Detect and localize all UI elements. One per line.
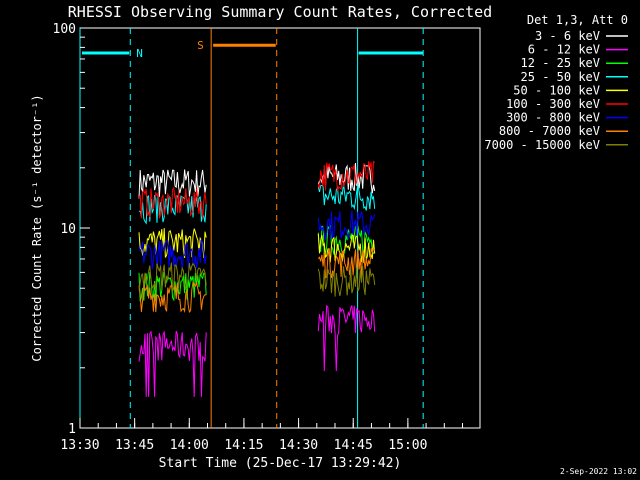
x-tick-label: 14:45 xyxy=(334,438,373,453)
x-tick-label: 13:30 xyxy=(60,438,99,453)
x-tick-label: 14:00 xyxy=(170,438,209,453)
x-tick-label: 14:30 xyxy=(279,438,318,453)
series-trace xyxy=(138,238,207,270)
series-trace xyxy=(317,183,376,211)
legend-label: 50 - 100 keV xyxy=(513,83,600,97)
series-trace xyxy=(317,233,376,264)
y-tick-label: 100 xyxy=(53,22,76,37)
y-tick-label: 1 xyxy=(68,422,76,437)
x-axis-label: Start Time (25-Dec-17 13:29:42) xyxy=(159,456,402,471)
footer-timestamp: 2-Sep-2022 13:02 xyxy=(560,467,637,476)
annotation-label: S xyxy=(197,39,204,52)
y-axis: 1 10 100 xyxy=(53,22,90,437)
x-axis: 13:30 13:45 14:00 14:15 14:30 14:45 15:00 xyxy=(60,418,464,453)
series-layer xyxy=(138,160,376,397)
series-trace xyxy=(317,266,376,297)
series-trace xyxy=(138,186,207,219)
series-trace xyxy=(138,169,207,199)
legend-label: 25 - 50 keV xyxy=(521,70,600,84)
series-trace xyxy=(138,262,207,291)
y-tick-label: 10 xyxy=(60,222,76,237)
legend-label: 7000 - 15000 keV xyxy=(484,138,600,152)
legend-label: 100 - 300 keV xyxy=(506,97,600,111)
chart-title: RHESSI Observing Summary Count Rates, Co… xyxy=(68,3,492,21)
legend-label: 12 - 25 keV xyxy=(521,56,600,70)
annotation-label: N xyxy=(136,47,143,60)
legend-label: 3 - 6 keV xyxy=(535,29,600,43)
x-tick-label: 13:45 xyxy=(115,438,154,453)
x-tick-label: 15:00 xyxy=(388,438,427,453)
series-trace xyxy=(317,304,376,372)
series-trace xyxy=(138,228,207,259)
plot-frame xyxy=(79,27,481,429)
legend-title: Det 1,3, Att 0 xyxy=(527,13,628,27)
y-axis-label: Corrected Count Rate (s⁻¹ detector⁻¹) xyxy=(30,94,44,361)
x-tick-label: 14:15 xyxy=(224,438,263,453)
legend-label: 800 - 7000 keV xyxy=(499,124,600,138)
series-trace xyxy=(138,330,207,397)
series-trace xyxy=(317,224,375,255)
annotations-layer: NS xyxy=(79,28,424,428)
series-trace xyxy=(317,160,376,192)
series-trace xyxy=(317,247,376,279)
legend-label: 6 - 12 keV xyxy=(528,43,600,57)
legend-label: 300 - 800 keV xyxy=(506,111,600,125)
series-trace xyxy=(317,210,376,241)
